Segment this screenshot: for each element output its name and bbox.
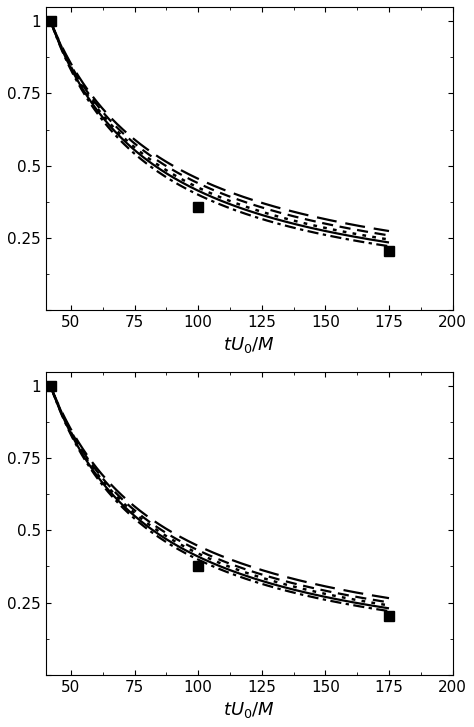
X-axis label: $tU_0/M$: $tU_0/M$	[223, 335, 275, 356]
X-axis label: $tU_0/M$: $tU_0/M$	[223, 700, 275, 720]
